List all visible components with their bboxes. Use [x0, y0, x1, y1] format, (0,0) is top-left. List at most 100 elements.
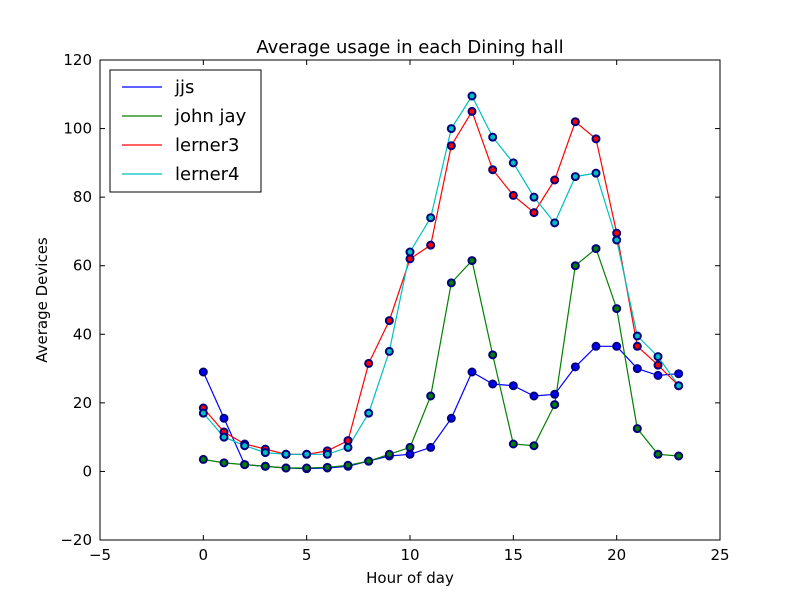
y-tick-label: 80: [73, 188, 92, 206]
data-point-john-jay: [343, 460, 353, 470]
data-point-john-jay: [384, 449, 394, 459]
data-point-lerner4: [632, 331, 642, 341]
data-point-lerner3: [467, 106, 477, 116]
data-point-john-jay: [219, 458, 229, 468]
data-point-lerner3: [570, 117, 580, 127]
data-point-lerner4: [591, 168, 601, 178]
data-point-jjs: [488, 379, 498, 389]
data-point-john-jay: [322, 462, 332, 472]
data-point-lerner4: [467, 91, 477, 101]
data-point-lerner3: [653, 360, 663, 370]
data-point-lerner4: [384, 346, 394, 356]
data-point-jjs: [674, 369, 684, 379]
data-point-jjs: [426, 442, 436, 452]
data-point-john-jay: [302, 463, 312, 473]
data-point-jjs: [529, 391, 539, 401]
y-tick-label: 20: [73, 394, 92, 412]
legend-frame: [109, 69, 262, 193]
x-axis-label: Hour of day: [366, 569, 454, 587]
y-tick-label: 60: [73, 257, 92, 275]
data-point-jjs: [570, 362, 580, 372]
data-point-jjs: [446, 413, 456, 423]
legend-label: john jay: [174, 106, 247, 127]
data-point-jjs: [612, 341, 622, 351]
plot-area: [198, 91, 684, 474]
data-point-john-jay: [405, 442, 415, 452]
data-point-john-jay: [426, 391, 436, 401]
data-point-john-jay: [281, 463, 291, 473]
data-point-lerner4: [302, 449, 312, 459]
data-point-lerner4: [488, 132, 498, 142]
data-point-lerner4: [508, 158, 518, 168]
data-point-john-jay: [198, 454, 208, 464]
data-point-lerner4: [343, 442, 353, 452]
y-tick-label: 0: [82, 462, 92, 480]
data-point-jjs: [632, 364, 642, 374]
y-tick-label: 120: [63, 51, 92, 69]
data-point-john-jay: [240, 460, 250, 470]
data-point-jjs: [508, 381, 518, 391]
data-point-jjs: [653, 370, 663, 380]
data-point-lerner4: [260, 448, 270, 458]
data-point-lerner3: [384, 316, 394, 326]
data-point-lerner3: [550, 175, 560, 185]
y-tick-label: 40: [73, 325, 92, 343]
data-point-john-jay: [550, 400, 560, 410]
data-point-lerner4: [612, 235, 622, 245]
x-tick-label: 15: [504, 546, 523, 564]
x-tick-label: 20: [607, 546, 626, 564]
data-point-lerner3: [591, 134, 601, 144]
data-point-john-jay: [446, 278, 456, 288]
data-point-lerner4: [529, 192, 539, 202]
data-point-jjs: [219, 413, 229, 423]
data-point-lerner4: [426, 213, 436, 223]
data-point-john-jay: [570, 261, 580, 271]
data-point-jjs: [467, 367, 477, 377]
y-tick-label: −20: [60, 531, 92, 549]
data-point-lerner4: [674, 381, 684, 391]
y-axis-label: Average Devices: [33, 237, 51, 363]
data-point-jjs: [198, 367, 208, 377]
chart-title: Average usage in each Dining hall: [256, 37, 563, 58]
x-tick-label: 25: [710, 546, 729, 564]
data-point-lerner4: [570, 172, 580, 182]
data-point-john-jay: [632, 424, 642, 434]
data-point-john-jay: [529, 441, 539, 451]
data-point-lerner4: [281, 449, 291, 459]
data-point-john-jay: [488, 350, 498, 360]
x-tick-label: 0: [199, 546, 209, 564]
data-point-lerner4: [198, 408, 208, 418]
axis-ticks: −5 0 5 10 15 20 25 −20 0 20 40 60 80 100 120: [60, 51, 729, 564]
data-point-lerner4: [240, 441, 250, 451]
data-point-lerner3: [529, 208, 539, 218]
y-tick-label: 100: [63, 120, 92, 138]
data-point-lerner4: [322, 449, 332, 459]
legend: jjs john jay lerner3 lerner4: [109, 69, 262, 193]
x-tick-label: 10: [400, 546, 419, 564]
x-tick-label: 5: [302, 546, 312, 564]
data-point-lerner3: [508, 190, 518, 200]
data-point-lerner3: [426, 240, 436, 250]
data-point-lerner3: [364, 358, 374, 368]
data-point-lerner4: [653, 352, 663, 362]
data-point-john-jay: [260, 461, 270, 471]
data-point-john-jay: [467, 256, 477, 266]
data-point-jjs: [591, 341, 601, 351]
data-point-john-jay: [653, 449, 663, 459]
data-point-john-jay: [591, 244, 601, 254]
data-point-john-jay: [508, 439, 518, 449]
legend-label: jjs: [174, 77, 194, 98]
data-point-lerner4: [405, 247, 415, 257]
data-point-lerner4: [550, 218, 560, 228]
data-point-john-jay: [364, 456, 374, 466]
data-point-lerner4: [219, 432, 229, 442]
data-point-john-jay: [612, 304, 622, 314]
data-point-john-jay: [674, 451, 684, 461]
data-point-lerner3: [488, 165, 498, 175]
legend-label: lerner3: [175, 135, 240, 156]
legend-label: lerner4: [175, 164, 240, 185]
data-point-lerner3: [632, 341, 642, 351]
data-point-jjs: [550, 389, 560, 399]
data-point-lerner4: [364, 408, 374, 418]
